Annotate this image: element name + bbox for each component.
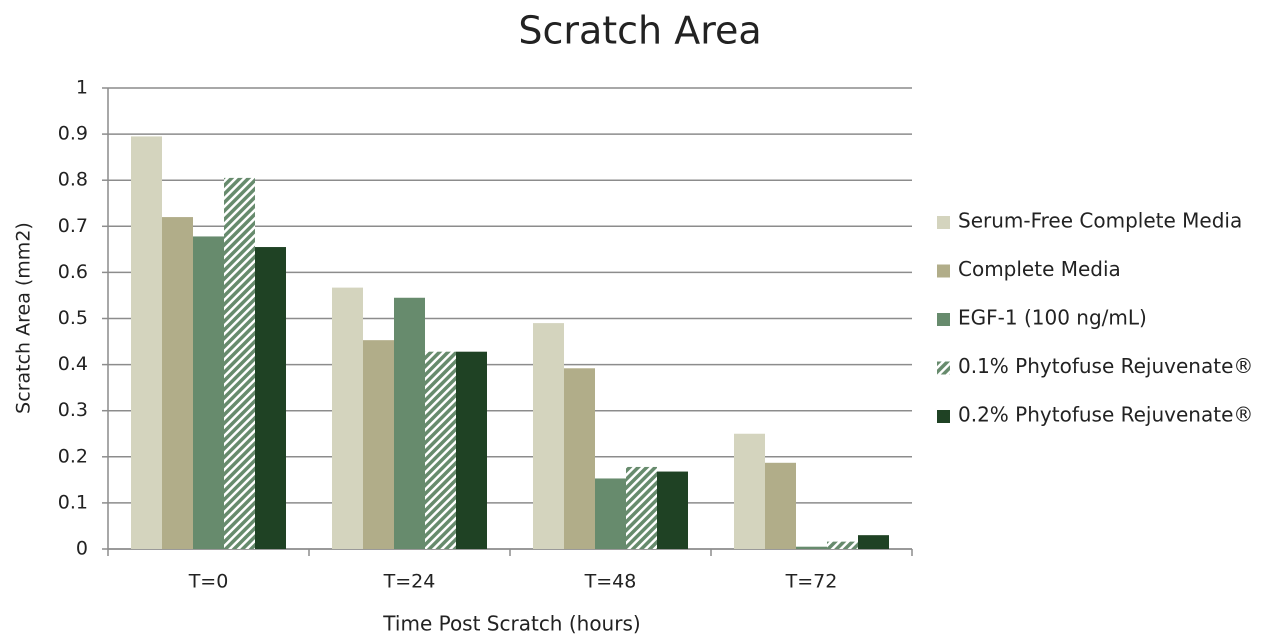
x-tick-label: T=48: [584, 571, 637, 593]
y-tick-label: 0: [76, 538, 88, 560]
legend-swatch: [937, 264, 950, 278]
y-tick-label: 0.4: [58, 353, 88, 375]
bar: [456, 351, 487, 549]
legend-swatch: [937, 361, 950, 375]
legend-label: EGF-1 (100 ng/mL): [958, 306, 1147, 330]
y-tick-label: 0.9: [58, 123, 88, 145]
chart-title: Scratch Area: [518, 9, 761, 53]
x-axis-label: Time Post Scratch (hours): [382, 612, 640, 636]
bar: [224, 177, 255, 549]
bar: [193, 236, 224, 549]
bar: [162, 217, 193, 549]
x-tick-label: T=72: [785, 571, 838, 593]
y-tick-label: 0.5: [58, 307, 88, 329]
bar: [255, 247, 286, 550]
y-tick-label: 0.2: [58, 445, 88, 467]
bar: [363, 340, 394, 549]
y-tick-label: 0.6: [58, 261, 88, 283]
legend-swatch: [937, 410, 950, 423]
bar: [827, 541, 858, 549]
legend-swatch: [937, 313, 950, 326]
y-tick-label: 0.1: [58, 491, 88, 513]
bar: [626, 466, 657, 549]
y-tick-label: 1: [76, 77, 88, 99]
legend-label: Serum-Free Complete Media: [958, 209, 1242, 233]
bar: [734, 433, 765, 549]
bar: [332, 287, 363, 549]
bar: [533, 323, 564, 549]
bar: [394, 297, 425, 549]
legend-label: Complete Media: [958, 257, 1121, 281]
legend-label: 0.1% Phytofuse Rejuvenate®: [958, 354, 1253, 378]
bar: [765, 462, 796, 549]
y-tick-label: 0.3: [58, 399, 88, 421]
legend-label: 0.2% Phytofuse Rejuvenate®: [958, 403, 1253, 427]
bar: [131, 136, 162, 549]
x-tick-label: T=0: [188, 571, 229, 593]
bar: [858, 535, 889, 549]
y-tick-label: 0.8: [58, 169, 88, 191]
x-tick-label: T=24: [383, 571, 436, 593]
y-tick-label: 0.7: [58, 215, 88, 237]
bar: [657, 471, 688, 549]
bar: [564, 368, 595, 549]
bar: [595, 478, 626, 549]
bar: [425, 351, 456, 549]
bar: [796, 546, 827, 549]
legend-swatch: [937, 216, 950, 229]
y-axis-label: Scratch Area (mm2): [13, 222, 35, 414]
